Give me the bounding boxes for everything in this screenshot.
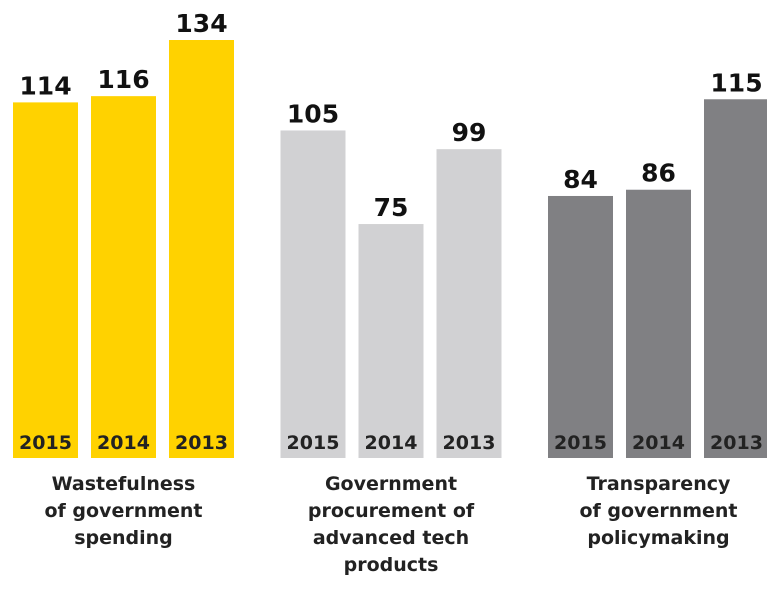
bar — [548, 195, 613, 458]
year-label: 2013 — [443, 432, 496, 454]
bar — [169, 40, 234, 458]
value-label: 86 — [641, 159, 676, 188]
value-label: 134 — [175, 9, 227, 38]
value-label: 84 — [563, 165, 598, 194]
year-label: 2014 — [97, 432, 150, 454]
value-label: 99 — [452, 118, 487, 147]
bar — [436, 149, 502, 458]
value-label: 116 — [97, 65, 149, 94]
value-label: 114 — [19, 71, 71, 100]
bar — [91, 96, 156, 458]
group-label: Wastefulness — [52, 473, 196, 495]
year-label: 2014 — [365, 432, 418, 454]
year-label: 2014 — [632, 432, 685, 454]
year-label: 2015 — [19, 432, 72, 454]
group-label: procurement of — [308, 500, 475, 522]
group-label: policymaking — [587, 527, 729, 549]
group-label: of government — [44, 500, 202, 522]
group-label: Transparency — [587, 473, 731, 495]
value-label: 115 — [710, 68, 762, 97]
bar — [704, 99, 767, 459]
year-label: 2015 — [554, 432, 607, 454]
group-label: products — [344, 554, 439, 576]
group-label: advanced tech — [313, 527, 469, 549]
value-label: 105 — [287, 99, 339, 128]
bar — [13, 102, 78, 458]
group-label: of government — [579, 500, 737, 522]
group-label: spending — [74, 527, 173, 549]
year-label: 2013 — [710, 432, 763, 454]
bar — [626, 189, 691, 459]
group-label: Government — [325, 473, 457, 495]
year-label: 2013 — [175, 432, 228, 454]
year-label: 2015 — [287, 432, 340, 454]
value-label: 75 — [374, 193, 409, 222]
bar — [358, 224, 424, 458]
bar — [280, 130, 346, 458]
